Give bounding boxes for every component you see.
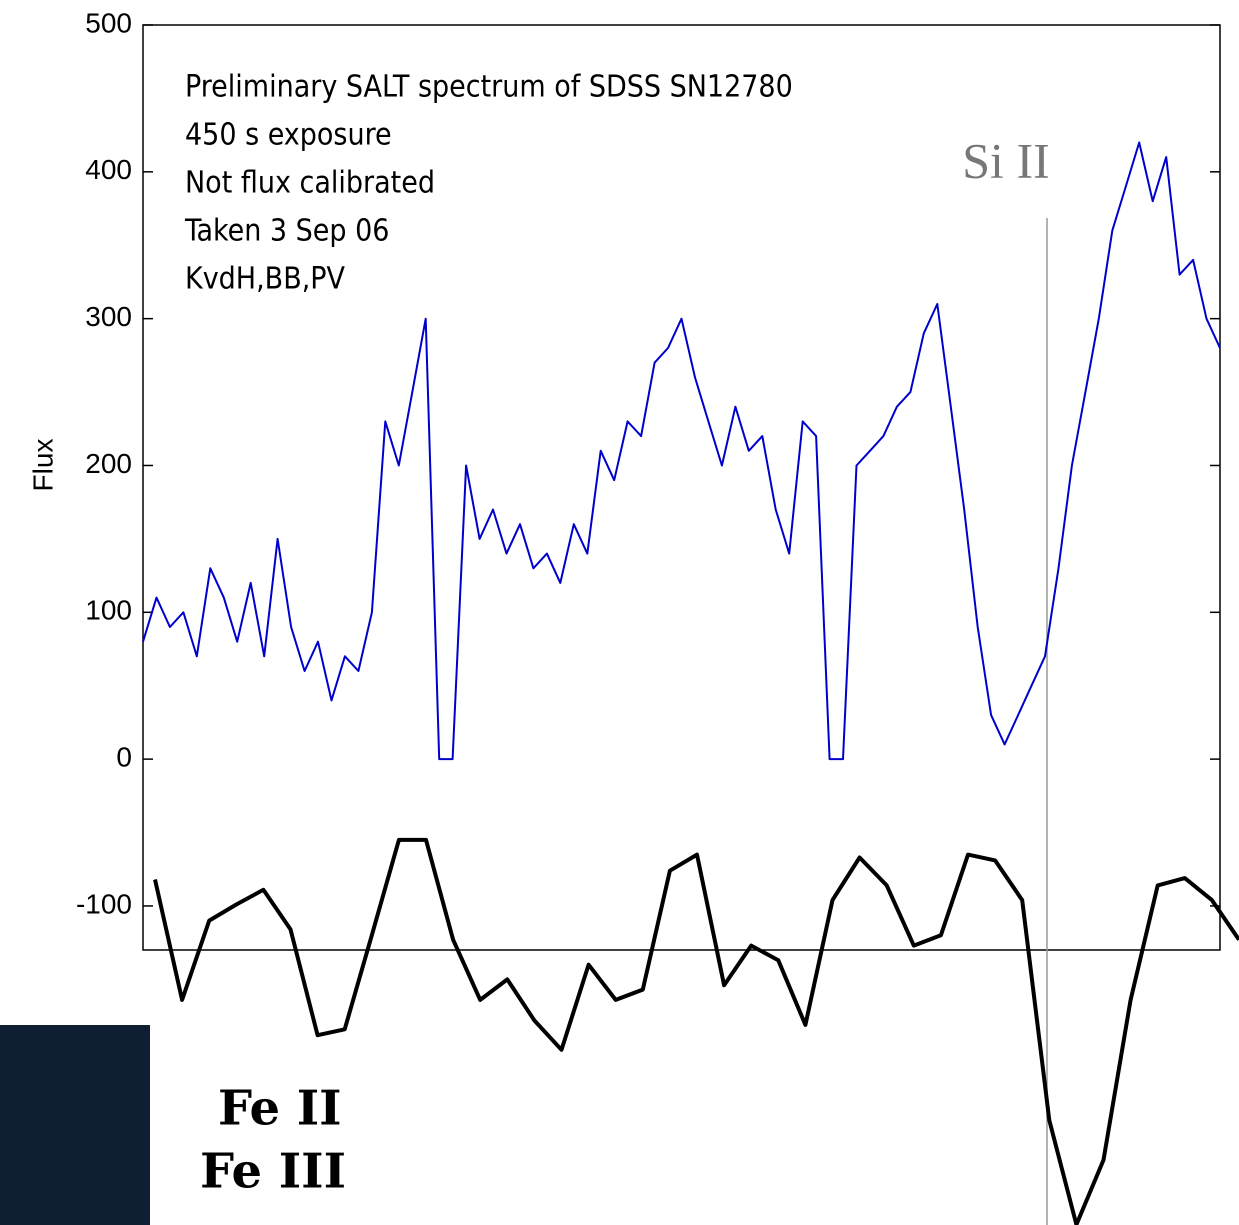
plot-frame: [142, 24, 1221, 951]
y-axis-label: Flux: [27, 439, 58, 492]
y-tick-label: 400: [85, 154, 132, 185]
annotation: KvdH,BB,PV: [185, 262, 346, 297]
annotation: Preliminary SALT spectrum of SDSS SN1278…: [185, 70, 793, 105]
line-label: Fe III: [200, 1144, 346, 1200]
y-tick-label: 200: [85, 448, 132, 479]
annotation: 450 s exposure: [185, 118, 392, 153]
y-tick-label: 100: [85, 595, 132, 626]
spectrum-line: [153, 837, 1239, 1225]
dark-panel: [0, 1025, 150, 1225]
spectrum-line: [142, 141, 1221, 761]
y-tick-label: 500: [85, 7, 132, 38]
line-label: Fe II: [218, 1081, 342, 1137]
y-tick-label: -100: [76, 888, 132, 919]
line-label: Si II: [962, 132, 1050, 188]
y-tick-label: 300: [85, 301, 132, 332]
annotation: Not flux calibrated: [185, 166, 435, 201]
y-tick-label: 0: [116, 742, 132, 773]
annotation: Taken 3 Sep 06: [184, 214, 389, 249]
